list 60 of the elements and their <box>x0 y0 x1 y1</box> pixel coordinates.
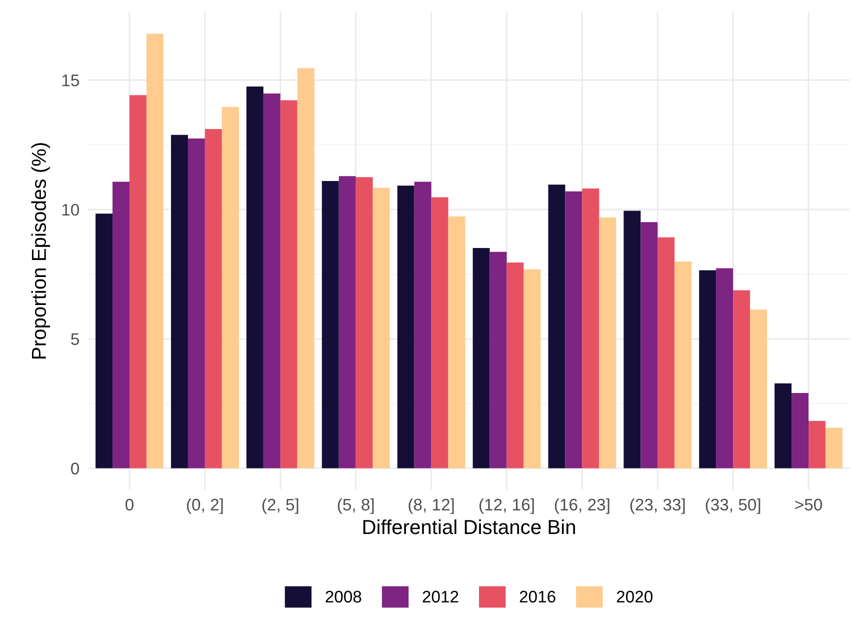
x-tick-label: (0, 2] <box>186 498 223 514</box>
bar <box>146 34 164 468</box>
bar <box>699 270 716 468</box>
x-tick-label: (8, 12] <box>408 498 454 514</box>
bar <box>599 217 616 468</box>
bar <box>733 290 750 468</box>
bar <box>716 268 734 468</box>
x-axis-title: Differential Distance Bin <box>363 519 575 534</box>
y-tick-label: 15 <box>62 74 79 86</box>
bar <box>792 392 809 468</box>
bar <box>372 188 390 468</box>
bar <box>129 95 146 468</box>
legend-label: 2012 <box>422 590 458 603</box>
bar <box>658 237 675 468</box>
bar <box>322 180 339 468</box>
bar <box>414 182 432 468</box>
bar <box>624 210 641 468</box>
bar <box>297 68 314 468</box>
bar <box>674 261 692 468</box>
bar <box>263 94 280 468</box>
x-tick-label: (16, 23] <box>554 498 610 514</box>
bar <box>524 269 541 468</box>
x-tick-label: (33, 50] <box>706 498 760 514</box>
bar <box>472 248 490 468</box>
bar <box>170 134 188 468</box>
y-tick-label: 5 <box>71 333 79 346</box>
y-tick-label: 10 <box>62 204 80 216</box>
x-tick-label: (12, 16] <box>480 498 534 514</box>
x-tick-label: 0 <box>126 498 134 511</box>
bar <box>582 188 600 468</box>
bar <box>96 214 113 468</box>
legend-label: 2020 <box>616 590 652 603</box>
bar <box>565 191 582 468</box>
bar <box>774 383 792 468</box>
y-axis-title: Proportion Episodes (%) <box>31 143 50 358</box>
bar <box>338 176 356 468</box>
bar <box>112 182 130 468</box>
bar <box>825 428 842 468</box>
bar <box>750 310 768 468</box>
x-tick-label: >50 <box>795 498 822 511</box>
legend-label: 2016 <box>520 590 556 603</box>
bar <box>548 184 566 468</box>
x-tick-label: (5, 8] <box>338 498 374 514</box>
bar <box>356 177 373 468</box>
bar <box>188 138 205 468</box>
bar <box>431 197 448 468</box>
bar <box>640 222 658 468</box>
bar <box>506 262 524 468</box>
bar <box>490 252 507 468</box>
bar <box>397 186 414 468</box>
bar <box>808 420 826 468</box>
y-tick-label: 0 <box>71 462 80 474</box>
bar <box>448 216 466 468</box>
x-tick-label: (2, 5] <box>262 498 298 514</box>
legend-label: 2008 <box>326 590 362 603</box>
bar <box>280 100 298 468</box>
x-tick-label: (23, 33] <box>630 498 685 514</box>
bar <box>246 86 264 468</box>
bar <box>222 106 239 468</box>
bar <box>204 128 222 468</box>
